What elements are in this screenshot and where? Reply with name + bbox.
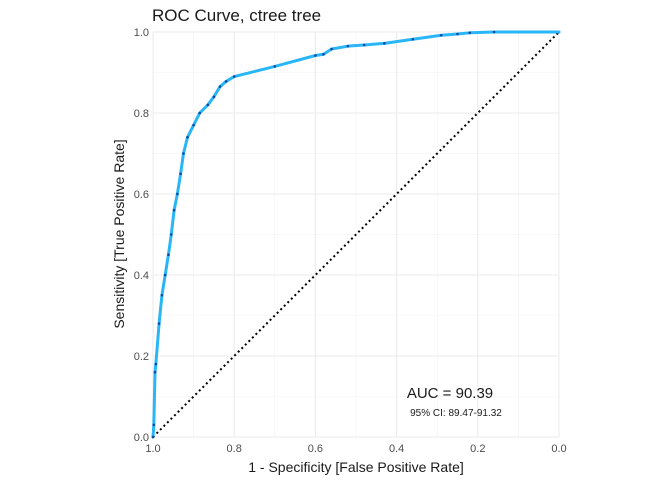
roc-point xyxy=(179,172,182,176)
roc-point xyxy=(153,370,157,374)
roc-point xyxy=(218,85,222,88)
x-tick-labels: 1.0 0.8 0.6 0.4 0.2 0.0 xyxy=(145,443,566,455)
y-tick-label: 1.0 xyxy=(134,27,149,39)
roc-point xyxy=(330,47,333,51)
reference-line-layer xyxy=(152,31,560,438)
x-tick-label: 0.2 xyxy=(470,443,485,455)
x-tick-label: 0.4 xyxy=(389,443,404,455)
y-tick-label: 0.6 xyxy=(134,189,149,201)
roc-point xyxy=(206,103,210,107)
x-tick-label: 0.8 xyxy=(227,443,242,455)
roc-point xyxy=(172,208,176,212)
y-tick-label: 0.4 xyxy=(134,270,149,282)
roc-point xyxy=(492,30,496,34)
roc-point xyxy=(468,31,471,35)
y-tick-label: 0.8 xyxy=(134,108,149,120)
auc-annotation: AUC = 90.39 xyxy=(407,385,493,402)
x-axis-title: 1 - Specificity [False Positive Rate] xyxy=(248,459,464,475)
y-tick-label: 0.2 xyxy=(134,351,149,363)
roc-point xyxy=(362,43,366,47)
roc-point xyxy=(167,253,170,257)
roc-point xyxy=(157,322,161,325)
roc-point xyxy=(169,233,173,236)
roc-points-layer xyxy=(151,30,496,439)
x-tick-label: 0.0 xyxy=(551,443,566,455)
roc-point xyxy=(198,111,201,115)
roc-point xyxy=(411,37,415,41)
roc-point xyxy=(154,362,158,366)
roc-point xyxy=(152,423,156,427)
y-axis-title: Sensitivity [True Positive Rate] xyxy=(111,139,127,328)
roc-curve-line xyxy=(151,30,561,439)
roc-point xyxy=(322,52,325,56)
roc-point xyxy=(224,80,228,83)
roc-point xyxy=(439,33,443,37)
roc-point xyxy=(314,54,317,57)
roc-point xyxy=(176,192,179,196)
reference-diagonal-line xyxy=(152,31,560,438)
y-tick-labels: 0.0 0.2 0.4 0.6 0.8 1.0 xyxy=(134,27,149,444)
roc-point xyxy=(273,65,277,68)
x-tick-label: 0.6 xyxy=(308,443,323,455)
x-tick-label: 1.0 xyxy=(145,443,160,455)
roc-point xyxy=(456,32,459,36)
roc-point xyxy=(212,95,216,99)
roc-point xyxy=(186,136,189,139)
roc-point xyxy=(163,273,167,277)
roc-point xyxy=(151,435,155,439)
roc-point xyxy=(182,152,185,155)
roc-point xyxy=(160,293,164,297)
chart-title: ROC Curve, ctree tree xyxy=(152,6,321,25)
y-tick-label: 0.0 xyxy=(134,432,149,444)
ci-annotation: 95% CI: 89.47-91.32 xyxy=(410,408,502,419)
roc-curve-layer xyxy=(151,30,561,439)
roc-point xyxy=(232,75,236,78)
roc-point xyxy=(383,42,386,45)
roc-point xyxy=(192,123,195,127)
roc-point xyxy=(346,44,350,48)
